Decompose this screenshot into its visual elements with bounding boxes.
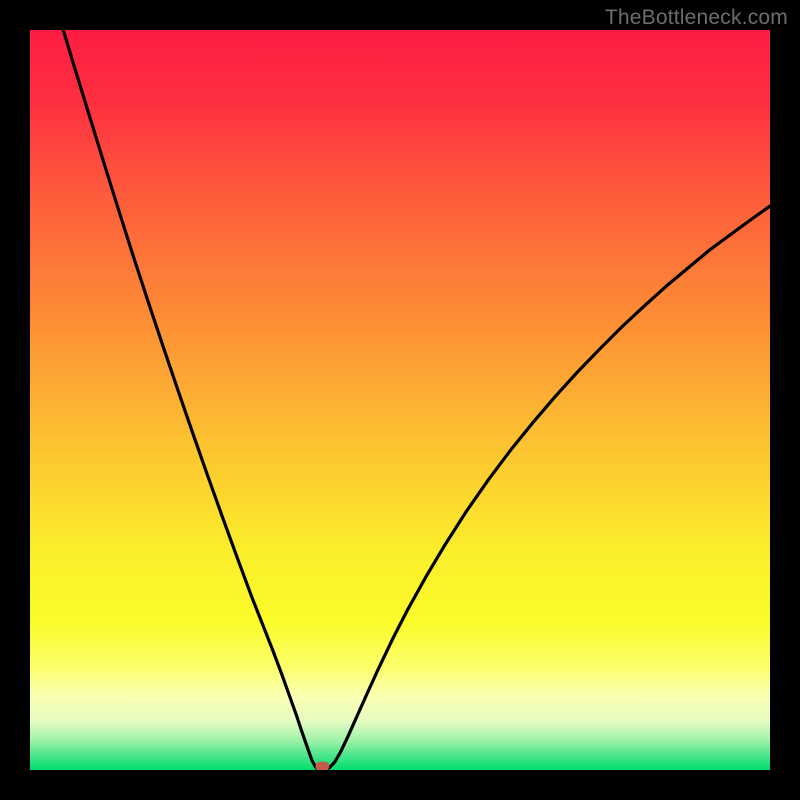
chart-background: [30, 30, 770, 770]
watermark-text: TheBottleneck.com: [605, 6, 788, 30]
optimum-marker: [315, 762, 329, 771]
bottleneck-chart: [0, 0, 800, 800]
